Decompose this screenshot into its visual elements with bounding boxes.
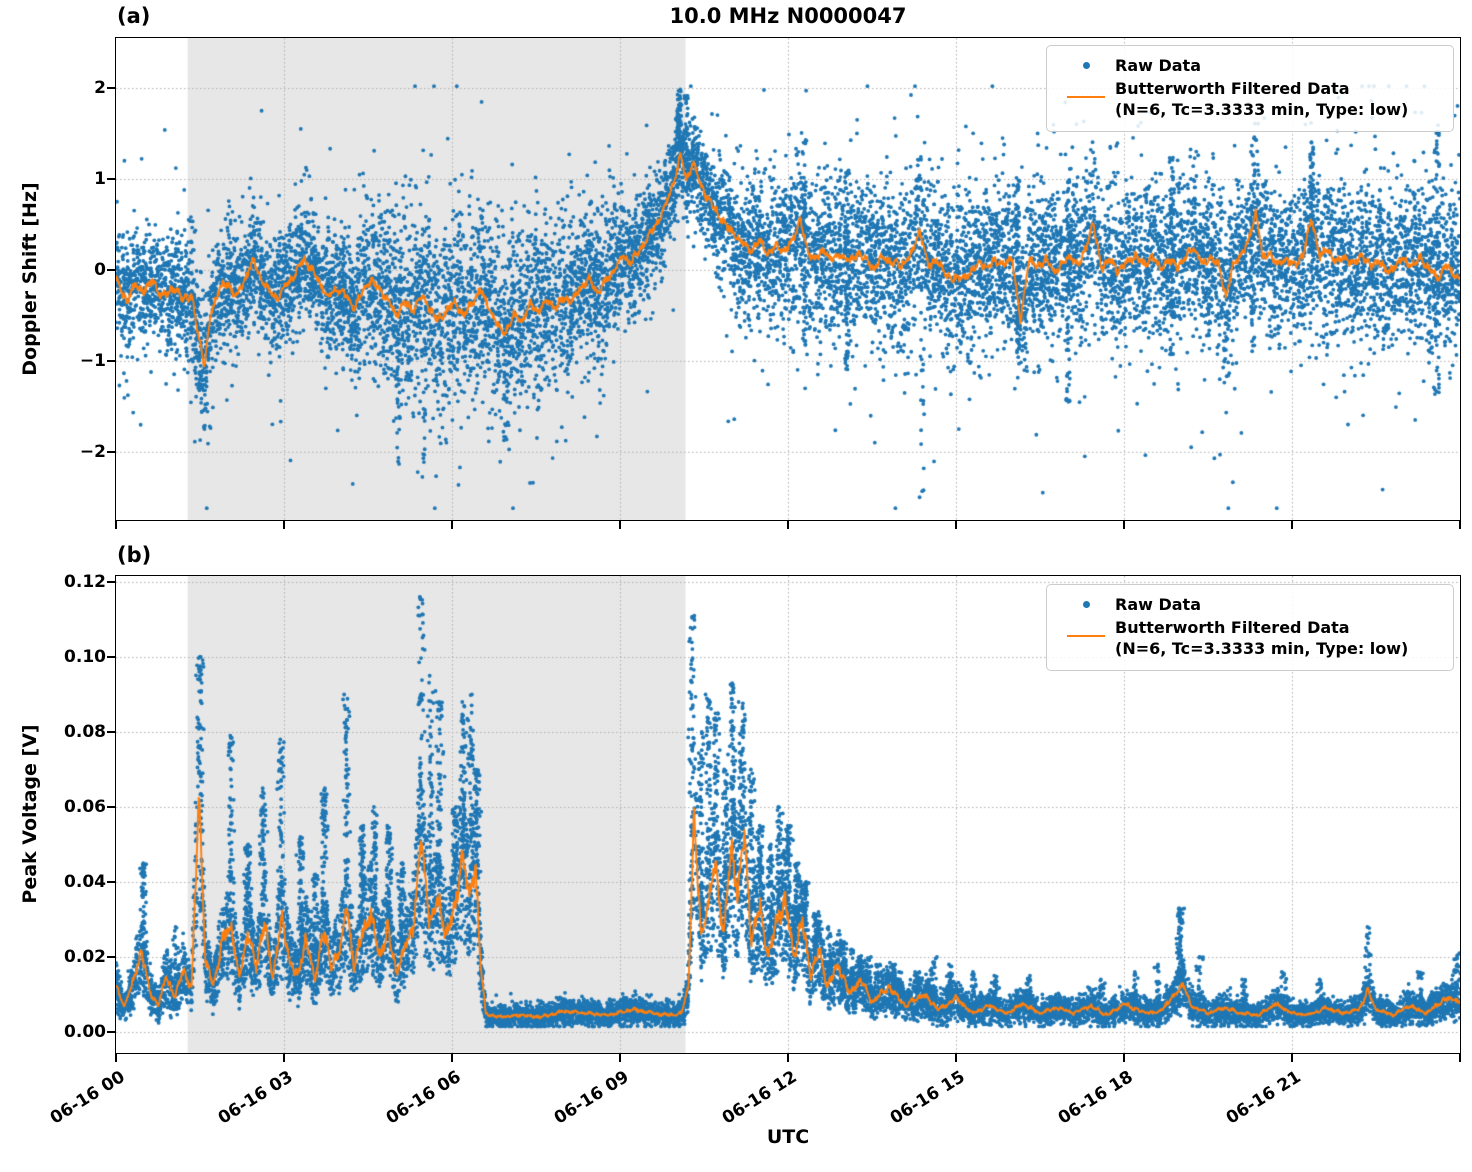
x-tick-mark — [1459, 1054, 1461, 1062]
y-tick-label: 0.12 — [64, 572, 106, 592]
x-tick-mark — [1291, 1054, 1293, 1062]
y-tick-label: 0.06 — [64, 797, 106, 817]
y-tick-mark — [107, 881, 115, 883]
raw-data-marker-icon — [1082, 601, 1090, 608]
legend-panel-a: Raw Data Butterworth Filtered Data (N=6, … — [1046, 45, 1454, 132]
y-tick-mark — [107, 178, 115, 180]
panel-a-label: (a) — [117, 4, 151, 28]
x-tick-mark — [283, 521, 285, 529]
x-tick-mark — [955, 521, 957, 529]
legend-row-raw: Raw Data — [1057, 55, 1443, 76]
y-tick-mark — [107, 87, 115, 89]
legend-filtered-label: Butterworth Filtered Data (N=6, Tc=3.3333… — [1115, 79, 1409, 119]
y-tick-label: 0.10 — [64, 647, 106, 667]
y-tick-mark — [107, 581, 115, 583]
legend-filtered-label: Butterworth Filtered Data (N=6, Tc=3.3333… — [1115, 618, 1409, 658]
x-tick-mark — [451, 521, 453, 529]
panel-b-label: (b) — [117, 543, 152, 567]
x-tick-mark — [787, 1054, 789, 1062]
y-tick-mark — [107, 360, 115, 362]
x-tick-mark — [619, 521, 621, 529]
y-tick-mark — [107, 269, 115, 271]
y-tick-label: 0.08 — [64, 722, 106, 742]
y-tick-label: 2 — [94, 78, 106, 99]
x-tick-mark — [115, 521, 117, 529]
x-tick-mark — [1291, 521, 1293, 529]
legend-row-filtered: Butterworth Filtered Data (N=6, Tc=3.3333… — [1057, 78, 1443, 120]
filtered-data-marker-icon — [1067, 635, 1105, 637]
legend-raw-label: Raw Data — [1115, 595, 1201, 614]
y-tick-label: −2 — [79, 441, 106, 462]
y-tick-label: 0.04 — [64, 872, 106, 892]
x-tick-mark — [283, 1054, 285, 1062]
x-tick-mark — [1123, 1054, 1125, 1062]
y-tick-mark — [107, 731, 115, 733]
y-tick-mark — [107, 956, 115, 958]
x-tick-mark — [1123, 521, 1125, 529]
legend-row-raw: Raw Data — [1057, 594, 1443, 615]
x-tick-mark — [787, 521, 789, 529]
y-tick-mark — [107, 806, 115, 808]
x-tick-mark — [619, 1054, 621, 1062]
legend-row-filtered: Butterworth Filtered Data (N=6, Tc=3.3333… — [1057, 617, 1443, 659]
y-tick-mark — [107, 451, 115, 453]
y-tick-label: −1 — [79, 350, 106, 371]
y-tick-mark — [107, 656, 115, 658]
chart-title: 10.0 MHz N0000047 — [669, 4, 907, 28]
x-axis-label: UTC — [766, 1126, 810, 1148]
y-tick-label: 0.00 — [64, 1022, 106, 1042]
x-tick-mark — [955, 1054, 957, 1062]
y-tick-label: 0.02 — [64, 947, 106, 967]
x-tick-mark — [1459, 521, 1461, 529]
y-tick-label: 0 — [94, 259, 106, 280]
x-tick-mark — [451, 1054, 453, 1062]
filtered-data-marker-icon — [1067, 96, 1105, 98]
y-tick-label: 1 — [94, 168, 106, 189]
y-tick-mark — [107, 1031, 115, 1033]
x-tick-mark — [115, 1054, 117, 1062]
legend-panel-b: Raw Data Butterworth Filtered Data (N=6, … — [1046, 584, 1454, 671]
legend-raw-label: Raw Data — [1115, 56, 1201, 75]
raw-data-marker-icon — [1082, 62, 1090, 69]
